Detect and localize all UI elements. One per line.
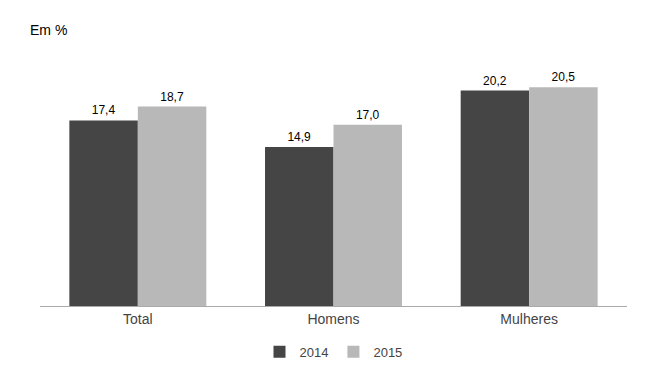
svg-text:Em %: Em %: [30, 22, 67, 38]
svg-text:20,5: 20,5: [552, 70, 576, 84]
svg-text:Mulheres: Mulheres: [500, 311, 558, 327]
svg-text:20,2: 20,2: [483, 74, 507, 88]
svg-text:2015: 2015: [373, 345, 402, 360]
svg-text:17,0: 17,0: [356, 108, 380, 122]
svg-text:18,7: 18,7: [160, 90, 184, 104]
svg-text:Homens: Homens: [307, 311, 359, 327]
svg-text:14,9: 14,9: [287, 130, 311, 144]
svg-text:17,4: 17,4: [92, 103, 116, 117]
svg-text:Total: Total: [123, 311, 153, 327]
svg-text:2014: 2014: [300, 345, 329, 360]
